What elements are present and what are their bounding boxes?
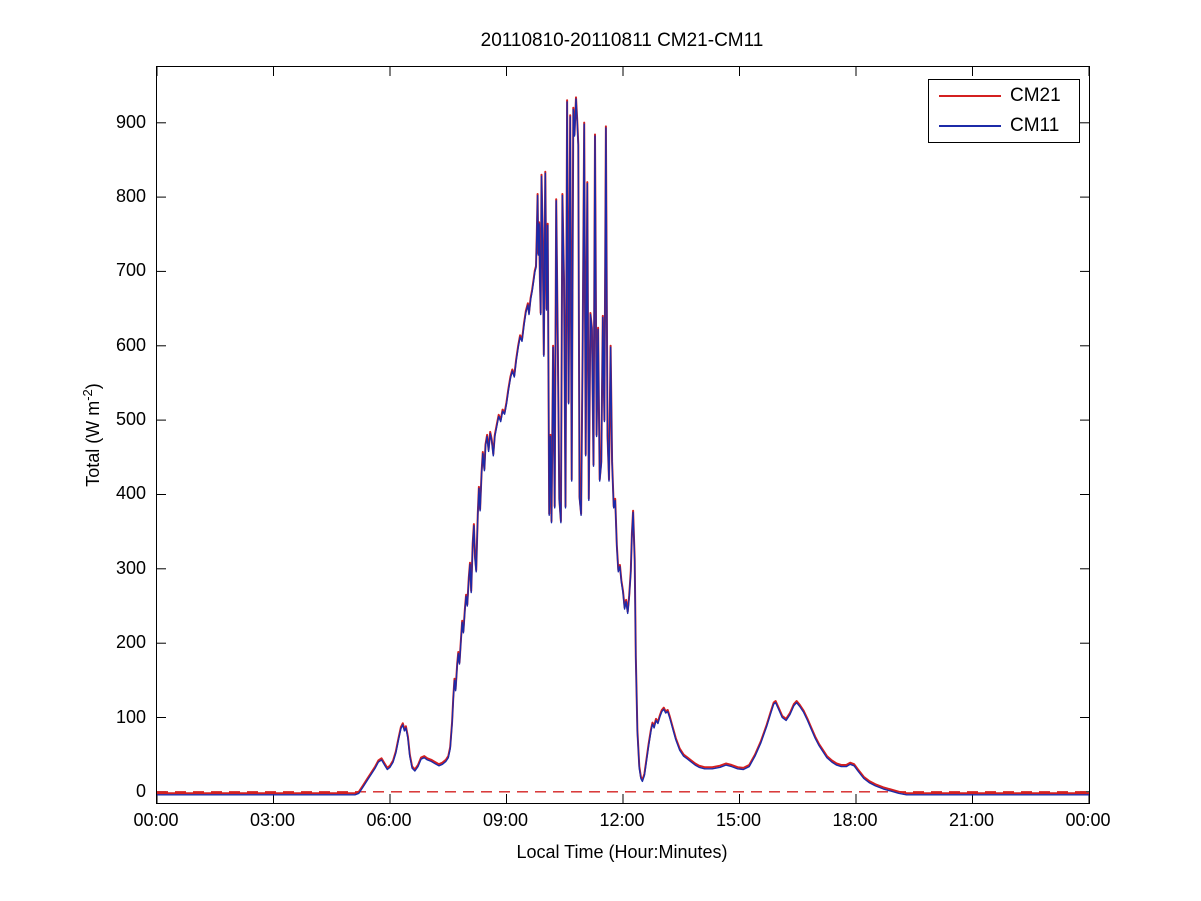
y-tick-label: 100	[115, 706, 146, 727]
y-tick-label: 200	[115, 632, 146, 653]
y-axis-label-suffix: )	[83, 383, 103, 390]
cm11-line-swatch	[939, 125, 1001, 127]
plot-area	[156, 66, 1090, 804]
cm21-series-line	[157, 96, 1089, 795]
legend-label-cm11: CM11	[1010, 115, 1060, 136]
x-tick-label: 00:00	[1065, 810, 1111, 830]
cm11-series-line	[157, 98, 1089, 796]
legend-entry-cm21: CM21	[929, 82, 1079, 110]
y-tick-label: 0	[135, 780, 146, 801]
y-tick-label: 500	[115, 409, 146, 430]
x-tick-label: 09:00	[482, 810, 529, 830]
plot-area-svg	[157, 67, 1089, 803]
plot-title: 20110810-20110811 CM21-CM11	[480, 30, 764, 51]
x-tick-label: 18:00	[832, 810, 878, 830]
y-tick-label: 700	[115, 260, 146, 281]
x-tick-label: 06:00	[366, 810, 412, 830]
x-tick-label: 15:00	[715, 810, 762, 830]
legend-label-cm21: CM21	[1010, 85, 1061, 106]
x-axis-label: Local Time (Hour:Minutes)	[516, 842, 728, 862]
legend: CM21 CM11	[928, 79, 1080, 143]
x-tick-label: 21:00	[948, 810, 995, 830]
legend-entry-cm11: CM11	[929, 112, 1079, 140]
x-tick-label: 03:00	[249, 810, 296, 830]
y-axis-label: Total (W m-2)	[80, 330, 106, 540]
x-tick-label: 00:00	[133, 810, 179, 830]
cm21-line-swatch	[939, 95, 1001, 97]
y-tick-label: 800	[115, 186, 146, 207]
y-axis-label-superscript: -2	[80, 389, 95, 401]
y-tick-label: 300	[115, 557, 146, 578]
y-tick-label: 600	[115, 334, 146, 355]
y-tick-label: 900	[115, 111, 146, 132]
y-tick-label: 400	[115, 483, 146, 504]
x-tick-label: 12:00	[599, 810, 645, 830]
